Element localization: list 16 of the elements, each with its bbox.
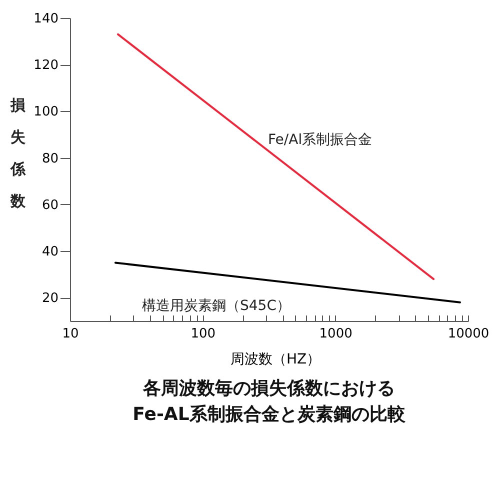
x-tick-label: 10000: [448, 326, 490, 342]
x-tick-label: 100: [190, 326, 216, 342]
series-label: Fe/Al系制振合金: [268, 132, 372, 148]
x-axis-title: 周波数（HZ）: [230, 352, 321, 368]
y-tick-label: 100: [34, 104, 58, 120]
y-tick-label: 20: [42, 291, 58, 306]
x-tick-label: 1000: [319, 326, 352, 342]
series-label: 構造用炭素鋼（S45C）: [142, 298, 290, 314]
y-tick-label: 120: [34, 58, 58, 74]
x-tick-label: 10: [62, 326, 79, 342]
y-tick-label: 40: [42, 244, 58, 260]
text: 各周波数毎の損失係数における Fe-AL系制振合金と炭素鋼の比較: [132, 378, 406, 425]
y-tick-label: 60: [42, 198, 58, 213]
y-axis-title: 損失係数: [10, 96, 26, 210]
y-tick-label: 80: [42, 151, 58, 166]
y-tick-label: 140: [34, 12, 58, 26]
